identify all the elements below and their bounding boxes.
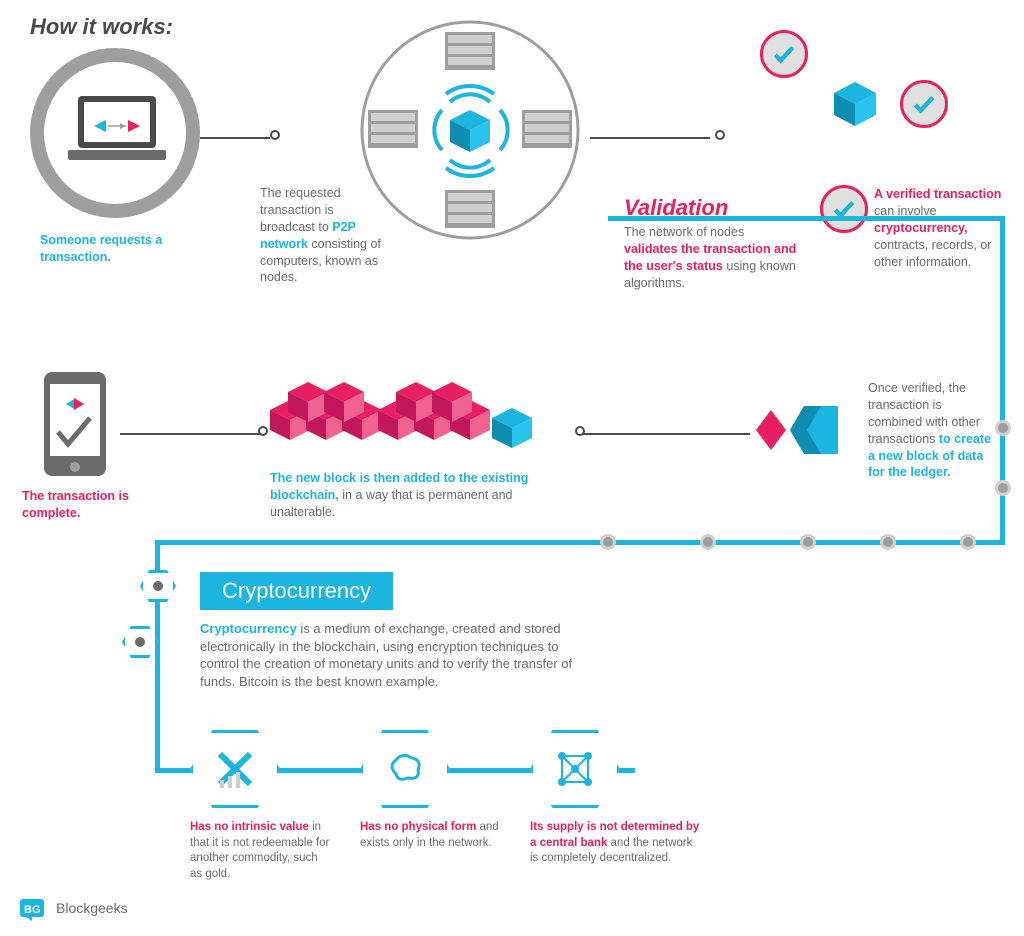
connector-2 (590, 130, 720, 148)
path-dot-3 (800, 534, 816, 550)
validation-cube-icon (830, 78, 880, 133)
cyan-path-top (806, 216, 1005, 221)
step-verified-text: A verified transaction can involve crypt… (874, 186, 1014, 270)
step-complete-text: The transaction is complete. (22, 488, 132, 522)
laptop-circle-icon (30, 48, 200, 223)
path-dot-4 (880, 534, 896, 550)
page-title: How it works: (30, 14, 173, 40)
newblock-icon (756, 400, 846, 465)
crypto-hex-2 (122, 626, 158, 658)
step-added-text: The new block is then added to the exist… (270, 470, 530, 521)
step-request-text: Someone requests a transaction. (40, 232, 170, 266)
prop-hex-2 (360, 730, 450, 808)
step-broadcast-text: The requested transaction is broadcast t… (260, 185, 390, 286)
prop-hex-3 (530, 730, 620, 808)
path-dot-1 (600, 534, 616, 550)
node-dot-1 (270, 130, 280, 140)
node-dot-4 (258, 426, 268, 436)
step-validation-text: The network of nodes validates the trans… (624, 224, 799, 292)
connector-3 (580, 426, 760, 444)
prop-hex-1 (190, 730, 280, 808)
check-badge-2 (900, 80, 948, 128)
prop-text-2: Has no physical form and exists only in … (360, 820, 500, 851)
step-newblock-text: Once verified, the transaction is combin… (868, 380, 998, 481)
blockchain-icon (270, 370, 570, 475)
check-badge-1 (760, 30, 808, 78)
cyan-path-bottom (155, 540, 1005, 545)
path-dot-5 (960, 534, 976, 550)
node-dot-3 (575, 426, 585, 436)
path-dot-7 (995, 420, 1011, 436)
crypto-hex-1 (140, 570, 176, 602)
prop-text-1: Has no intrinsic value in that it is not… (190, 820, 330, 882)
phone-icon (40, 370, 110, 485)
validation-underline (608, 216, 808, 221)
brand-logo: BG Blockgeeks (20, 895, 128, 921)
check-badge-3 (820, 185, 868, 233)
path-dot-2 (700, 534, 716, 550)
connector-1 (200, 130, 280, 148)
logo-icon: BG (20, 895, 50, 921)
crypto-banner: Cryptocurrency (200, 572, 393, 610)
crypto-description: Cryptocurrency is a medium of exchange, … (200, 620, 590, 690)
prop-text-3: Its supply is not determined by a centra… (530, 820, 700, 867)
path-dot-6 (995, 480, 1011, 496)
node-dot-2 (715, 130, 725, 140)
svg-text:BG: BG (24, 904, 41, 916)
brand-name: Blockgeeks (56, 900, 128, 916)
connector-4 (120, 426, 270, 444)
